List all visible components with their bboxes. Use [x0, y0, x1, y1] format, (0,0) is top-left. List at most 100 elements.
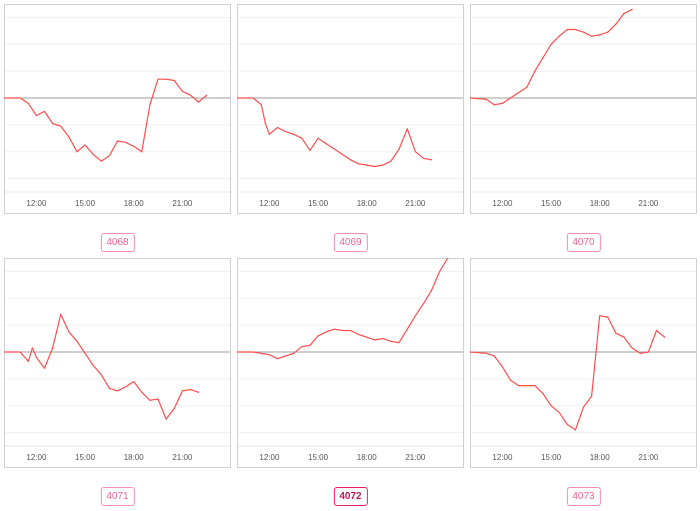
data-point [252, 97, 254, 99]
data-point [301, 137, 303, 139]
data-point [100, 160, 102, 162]
data-point [374, 165, 376, 168]
chart-svg: 12:00 15:00 18:00 21:00 [237, 258, 464, 468]
x-tick-label: 18:00 [124, 453, 145, 462]
data-point [60, 125, 62, 127]
data-point [68, 331, 70, 333]
data-point [414, 151, 416, 153]
x-tick-label: 12:00 [259, 453, 280, 462]
data-point [406, 328, 408, 330]
data-point [293, 133, 295, 135]
chart-id-badge[interactable]: 4070 [566, 233, 601, 252]
chart-frame [470, 258, 697, 468]
data-point [366, 164, 368, 166]
data-point [276, 358, 279, 360]
chart-id-badge[interactable]: 4073 [566, 487, 601, 506]
data-point [493, 355, 495, 357]
data-point [4, 97, 5, 99]
data-point [125, 386, 127, 388]
data-point [349, 159, 352, 161]
x-tick-label: 21:00 [405, 453, 426, 462]
data-point [542, 57, 544, 59]
data-point [550, 43, 552, 45]
data-point [366, 336, 368, 338]
data-point [623, 336, 625, 338]
data-point [534, 384, 536, 387]
chart-id-badge[interactable]: 4071 [100, 487, 135, 506]
chart-svg: 12:00 15:00 18:00 21:00 [470, 4, 697, 214]
data-point [285, 355, 287, 357]
data-point [237, 97, 238, 99]
chart-svg: 12:00 15:00 18:00 21:00 [4, 258, 231, 468]
data-point [165, 418, 167, 420]
chart-panel-4073: 12:00 15:00 18:00 21:00 [470, 258, 697, 468]
data-point [133, 380, 135, 383]
data-point [141, 391, 143, 393]
data-point [35, 114, 38, 117]
data-point [422, 157, 425, 160]
data-point [149, 399, 151, 401]
data-point [268, 133, 271, 135]
data-point [566, 28, 568, 31]
data-point [197, 391, 200, 393]
data-point [52, 122, 54, 125]
data-point [4, 351, 5, 353]
x-tick-label: 12:00 [26, 199, 47, 208]
data-point [268, 354, 271, 356]
data-point [43, 110, 46, 113]
data-point [501, 102, 504, 104]
chart-frame [237, 4, 464, 214]
data-point [260, 104, 262, 106]
data-point [100, 374, 102, 376]
data-point [542, 393, 544, 395]
x-tick-label: 12:00 [492, 199, 513, 208]
chart-id-badge[interactable]: 4069 [333, 233, 368, 252]
data-point [518, 92, 520, 94]
x-tick-label: 12:00 [259, 199, 280, 208]
data-point [317, 335, 319, 337]
data-point [333, 148, 335, 150]
data-point [116, 390, 119, 392]
data-point [390, 340, 392, 342]
data-point [325, 143, 327, 145]
data-point [374, 339, 376, 341]
data-point [663, 336, 666, 338]
chart-panel-4068: 12:00 15:00 18:00 21:00 [4, 4, 231, 214]
data-point [76, 340, 78, 342]
data-point [60, 313, 62, 315]
data-point [285, 130, 287, 133]
data-point [501, 366, 504, 368]
data-point [599, 34, 601, 36]
data-point [181, 390, 183, 392]
x-tick-label: 18:00 [357, 199, 378, 208]
x-tick-label: 21:00 [172, 453, 193, 462]
data-point [133, 145, 135, 147]
data-point [509, 97, 512, 99]
data-point [189, 389, 192, 391]
data-point [470, 97, 471, 99]
data-point [615, 23, 617, 25]
data-point [27, 102, 29, 104]
data-point [141, 151, 143, 153]
data-point [108, 155, 110, 157]
data-point [439, 270, 441, 273]
chart-id-badge[interactable]: 4068 [100, 233, 135, 252]
data-point [317, 137, 319, 139]
data-point [358, 163, 360, 165]
x-tick-label: 15:00 [308, 453, 329, 462]
data-point [430, 159, 433, 161]
chart-id-badge[interactable]: 4072 [333, 487, 368, 506]
data-point [485, 352, 487, 354]
data-point [349, 329, 352, 332]
data-point [574, 28, 576, 31]
data-point [252, 351, 254, 353]
data-point [116, 140, 119, 142]
data-point [414, 315, 416, 317]
x-tick-label: 15:00 [75, 199, 96, 208]
data-point [518, 384, 520, 387]
data-point [92, 153, 94, 155]
data-point [84, 144, 86, 146]
data-point [197, 101, 200, 103]
data-point [430, 289, 433, 291]
data-point [655, 329, 658, 332]
